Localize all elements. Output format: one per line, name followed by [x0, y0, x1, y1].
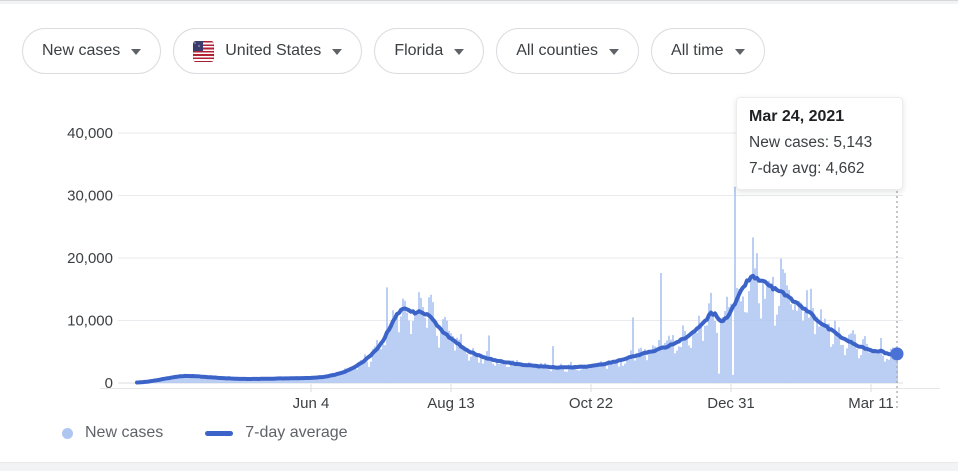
filter-time-range-label: All time — [671, 42, 724, 59]
y-axis-label: 40,000 — [67, 125, 113, 142]
page-top-strip — [0, 0, 958, 4]
us-flag-icon — [193, 40, 215, 62]
x-axis-label: Aug 13 — [427, 395, 475, 412]
filter-country[interactable]: United States — [173, 28, 363, 74]
tooltip-7day-avg: 7-day avg: 4,662 — [749, 160, 865, 177]
legend-item-7day-average: 7-day average — [205, 424, 348, 442]
y-axis-label: 0 — [105, 375, 113, 392]
filter-country-label: United States — [225, 42, 322, 59]
x-axis-label: Mar 11 — [848, 395, 894, 412]
filter-state-label: Florida — [394, 42, 444, 59]
chevron-down-icon — [609, 49, 620, 55]
filter-bar: New cases United States Florida All coun… — [22, 28, 765, 74]
seven-day-average-line — [135, 273, 899, 385]
chart-legend: New cases 7-day average — [62, 424, 348, 442]
x-axis-label: Jun 4 — [293, 395, 330, 412]
x-axis-label: Oct 22 — [569, 395, 613, 412]
filter-state[interactable]: Florida — [374, 28, 485, 74]
filter-county-label: All counties — [516, 42, 599, 59]
filter-time-range[interactable]: All time — [651, 28, 765, 74]
highlighted-point[interactable] — [890, 347, 904, 361]
chart-tooltip: Mar 24, 2021 New cases: 5,143 7-day avg:… — [736, 97, 903, 190]
chevron-down-icon — [131, 49, 142, 55]
filter-metric[interactable]: New cases — [22, 28, 162, 74]
new-cases-dot-icon — [62, 427, 73, 439]
daily-new-cases-bars — [136, 186, 898, 384]
y-axis-label: 30,000 — [67, 188, 113, 205]
x-axis-label: Dec 31 — [707, 395, 755, 412]
legend-item-new-cases: New cases — [62, 424, 163, 442]
chevron-down-icon — [332, 49, 343, 55]
legend-new-cases-label: New cases — [85, 424, 164, 441]
y-axis-label: 10,000 — [67, 313, 113, 330]
average-line-icon — [205, 430, 234, 436]
filter-metric-label: New cases — [42, 42, 121, 59]
chevron-down-icon — [734, 49, 745, 55]
tooltip-date: Mar 24, 2021 — [749, 108, 845, 125]
tooltip-new-cases: New cases: 5,143 — [749, 134, 873, 151]
legend-7day-average-label: 7-day average — [245, 424, 348, 441]
y-axis-label: 20,000 — [67, 250, 113, 267]
page-bottom-strip — [0, 462, 958, 471]
filter-county[interactable]: All counties — [496, 28, 640, 74]
chevron-down-icon — [454, 49, 465, 55]
